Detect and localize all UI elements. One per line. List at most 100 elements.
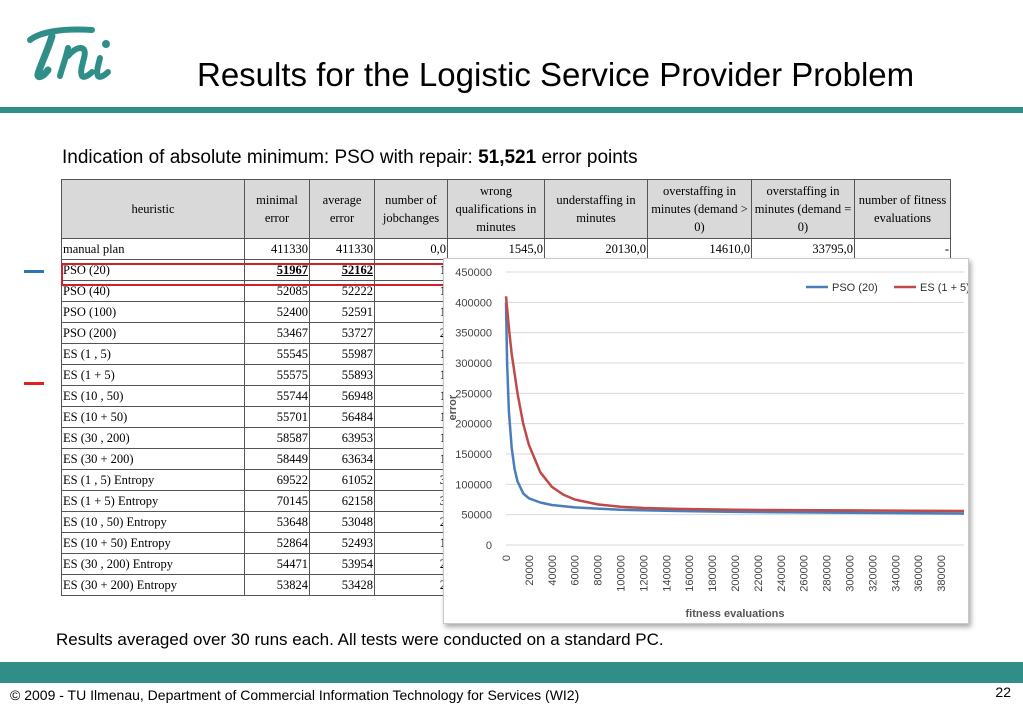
y-tick-label: 200000: [455, 419, 492, 431]
heuristic-cell: manual plan: [61, 238, 245, 260]
heuristic-cell: ES (10 + 50): [61, 406, 245, 428]
value-cell: 61052: [309, 469, 375, 491]
convergence-chart: 0 50000 100000 150000 200000 250000 300000 3500…: [443, 258, 969, 624]
es-legend-marker: [24, 382, 44, 385]
x-tick-label: 340000: [890, 555, 902, 592]
column-header: understaffing in minutes: [544, 179, 648, 239]
value-cell: 69522: [244, 469, 310, 491]
value-cell: 58449: [244, 448, 310, 470]
copyright-text: © 2009 - TU Ilmenau, Department of Comme…: [10, 687, 580, 703]
heuristic-cell: ES (1 + 5): [61, 364, 245, 386]
tu-ilmenau-logo: [27, 26, 111, 81]
value-cell: 1545,0: [447, 238, 545, 260]
y-tick-label: 450000: [455, 267, 492, 279]
value-cell: 55744: [244, 385, 310, 407]
heuristic-cell: ES (10 + 50) Entropy: [61, 532, 245, 554]
heuristic-cell: ES (1 + 5) Entropy: [61, 490, 245, 512]
page-number: 22: [995, 684, 1011, 700]
table-row: manual plan 411330 411330 0,0 1545,0 20130,0 1…: [61, 238, 951, 260]
x-tick-label: 180000: [707, 555, 719, 592]
value-cell: 1: [374, 406, 448, 428]
x-tick-label: 0: [501, 555, 513, 561]
x-tick-label: 120000: [638, 555, 650, 592]
x-tick-label: 100000: [616, 555, 628, 592]
subtitle: Indication of absolute minimum: PSO with…: [62, 147, 638, 169]
subtitle-suffix: error points: [536, 147, 638, 168]
heuristic-cell: ES (1 , 5) Entropy: [61, 469, 245, 491]
y-tick-label: 100000: [455, 479, 492, 491]
column-header: overstaffing in minutes (demand = 0): [751, 179, 855, 239]
value-cell: 3: [374, 469, 448, 491]
heuristic-cell: ES (30 + 200) Entropy: [61, 574, 245, 596]
value-cell: 55893: [309, 364, 375, 386]
value-cell: 2: [374, 553, 448, 575]
column-header: number of fitness evaluations: [854, 179, 951, 239]
heuristic-cell: ES (10 , 50) Entropy: [61, 511, 245, 533]
series-line-0: [504, 302, 965, 515]
value-cell: 56484: [309, 406, 375, 428]
absolute-minimum-value: 51,521: [478, 147, 537, 168]
x-tick-label: 200000: [730, 555, 742, 592]
x-tick-label: 40000: [547, 555, 559, 586]
x-axis-label: fitness evaluations: [685, 608, 784, 620]
x-tick-label: 320000: [867, 555, 879, 592]
x-tick-label: 60000: [570, 555, 582, 586]
value-cell: 2: [374, 574, 448, 596]
value-cell: 1: [374, 301, 448, 323]
heuristic-cell: ES (30 , 200): [61, 427, 245, 449]
value-cell: 53467: [244, 322, 310, 344]
value-cell: 1: [374, 343, 448, 365]
column-header: average error: [309, 179, 375, 239]
column-header: minimal error: [244, 179, 310, 239]
value-cell: 14610,0: [647, 238, 752, 260]
value-cell: 53727: [309, 322, 375, 344]
x-tick-label: 260000: [799, 555, 811, 592]
x-tick-label: 240000: [776, 555, 788, 592]
title-divider: [0, 107, 1023, 113]
value-cell: 53954: [309, 553, 375, 575]
series-line-1: [504, 296, 965, 513]
y-tick-label: 300000: [455, 358, 492, 370]
x-tick-label: 20000: [524, 555, 536, 586]
chart-svg: 0500001000001500002000002500003000003500…: [447, 267, 968, 620]
heuristic-cell: ES (10 , 50): [61, 385, 245, 407]
x-tick-label: 160000: [684, 555, 696, 592]
heuristic-cell: ES (30 , 200) Entropy: [61, 553, 245, 575]
value-cell: 1: [374, 364, 448, 386]
value-cell: 63634: [309, 448, 375, 470]
value-cell: 53824: [244, 574, 310, 596]
column-header: overstaffing in minutes (demand > 0): [647, 179, 752, 239]
value-cell: 52864: [244, 532, 310, 554]
value-cell: 1: [374, 427, 448, 449]
x-tick-label: 140000: [661, 555, 673, 592]
x-tick-label: 300000: [845, 555, 857, 592]
value-cell: 3: [374, 490, 448, 512]
y-tick-label: 150000: [455, 449, 492, 461]
value-cell: 1: [374, 385, 448, 407]
column-header: number of jobchanges: [374, 179, 448, 239]
heuristic-cell: ES (1 , 5): [61, 343, 245, 365]
subtitle-prefix: Indication of absolute minimum: PSO with…: [62, 147, 479, 168]
value-cell: 0,0: [374, 238, 448, 260]
heuristic-cell: PSO (100): [61, 301, 245, 323]
x-tick-label: 80000: [593, 555, 605, 586]
y-tick-label: 400000: [455, 297, 492, 309]
y-tick-label: 0: [486, 540, 492, 552]
value-cell: 63953: [309, 427, 375, 449]
value-cell: 2: [374, 511, 448, 533]
value-cell: 52400: [244, 301, 310, 323]
value-cell: 54471: [244, 553, 310, 575]
heuristic-cell: ES (30 + 200): [61, 448, 245, 470]
x-tick-label: 380000: [936, 555, 948, 592]
value-cell: 20130,0: [544, 238, 648, 260]
legend-label: PSO (20): [832, 282, 878, 294]
footnote: Results averaged over 30 runs each. All …: [56, 630, 664, 649]
value-cell: 33795,0: [751, 238, 855, 260]
column-header: wrong qualifications in minutes: [447, 179, 545, 239]
value-cell: 1: [374, 532, 448, 554]
value-cell: 411330: [244, 238, 310, 260]
value-cell: 70145: [244, 490, 310, 512]
value-cell: 56948: [309, 385, 375, 407]
x-tick-label: 280000: [822, 555, 834, 592]
y-tick-label: 50000: [461, 510, 492, 522]
